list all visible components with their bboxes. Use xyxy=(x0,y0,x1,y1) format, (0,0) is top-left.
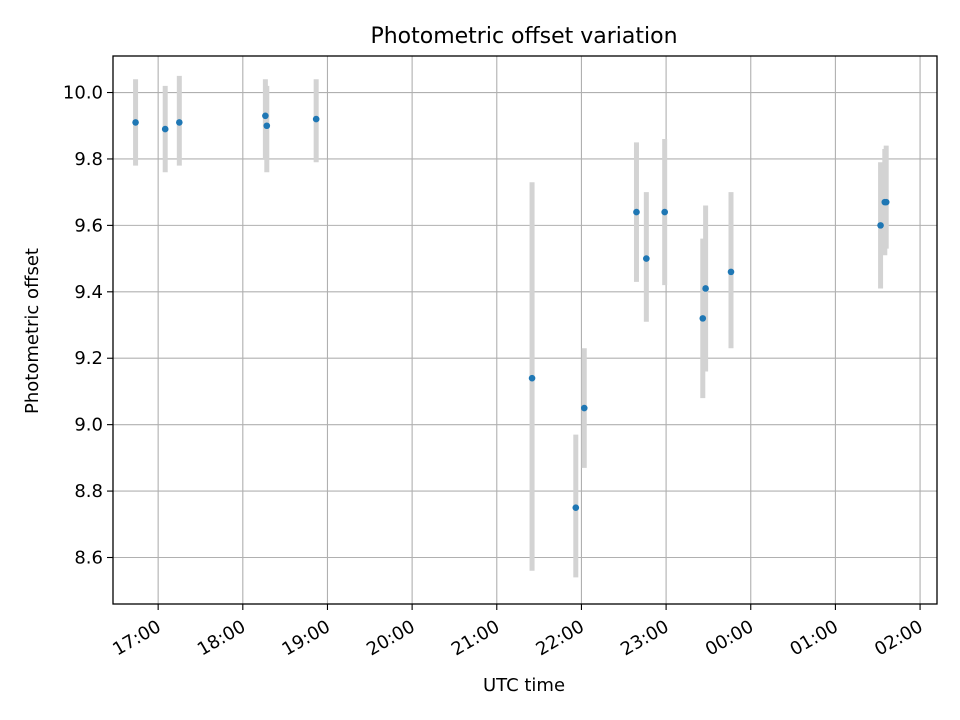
data-point xyxy=(633,208,640,216)
data-point xyxy=(727,268,735,276)
y-tick-label: 9.2 xyxy=(74,348,103,369)
data-point xyxy=(877,222,884,229)
grid xyxy=(113,56,937,604)
data-point xyxy=(176,119,183,126)
data-point xyxy=(699,315,707,322)
data-point xyxy=(263,122,271,130)
y-tick-label: 9.4 xyxy=(74,282,103,303)
data-point xyxy=(643,255,650,262)
data-points xyxy=(132,112,890,511)
data-point xyxy=(572,504,580,511)
y-axis: 8.6 8.8 9.0 9.2 9.4 9.6 9.8 10.0 xyxy=(63,83,113,569)
y-tick-label: 9.6 xyxy=(74,215,103,236)
y-tick-label: 8.6 xyxy=(74,548,103,569)
chart-title: Photometric offset variation xyxy=(370,24,677,49)
data-point xyxy=(702,285,709,292)
data-point xyxy=(161,125,169,133)
data-point xyxy=(132,119,139,126)
data-point xyxy=(661,208,668,216)
y-axis-label: Photometric offset xyxy=(22,248,43,414)
data-point xyxy=(882,198,890,206)
y-tick-label: 10.0 xyxy=(63,83,103,104)
y-tick-label: 9.8 xyxy=(74,149,103,170)
data-point xyxy=(528,374,536,382)
plot-frame xyxy=(112,55,938,605)
y-tick-label: 9.0 xyxy=(74,415,103,436)
x-axis-label: UTC time xyxy=(483,675,565,696)
data-point xyxy=(580,404,588,412)
data-point xyxy=(312,115,320,123)
y-tick-label: 8.8 xyxy=(74,481,103,502)
data-point xyxy=(262,112,269,120)
